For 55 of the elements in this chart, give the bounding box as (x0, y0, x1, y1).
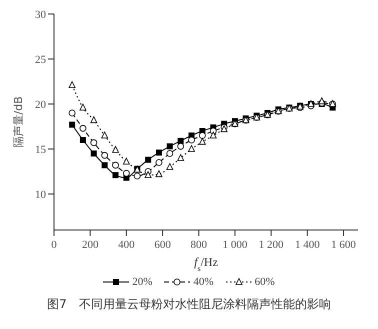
point (90, 116, 98, 124)
point (68, 110, 76, 116)
point (134, 172, 141, 180)
point (210, 132, 217, 138)
point (102, 162, 108, 168)
point (166, 143, 173, 150)
x-tick-label: 1 000 (222, 239, 248, 251)
point (177, 142, 184, 150)
y-tick-label: 15 (35, 144, 46, 156)
point (68, 81, 76, 88)
x-tick-label: 800 (190, 239, 208, 251)
point (178, 138, 184, 144)
point (122, 170, 130, 177)
point (112, 146, 119, 153)
x-tick-label: 1 400 (294, 239, 320, 251)
point (80, 104, 86, 110)
x-tick-label: 1 200 (258, 239, 284, 251)
y-tick-label: 20 (35, 98, 46, 111)
point (80, 137, 86, 143)
point (101, 152, 108, 159)
point (198, 132, 206, 139)
y-tick-label: 30 (35, 8, 46, 21)
point (188, 145, 195, 152)
y-axis-title: 隔声量/dB (12, 96, 25, 148)
point (90, 139, 98, 146)
point (69, 122, 76, 128)
point (198, 138, 206, 145)
point (156, 150, 162, 156)
point (80, 124, 86, 132)
x-tick-label: 1 600 (331, 239, 356, 251)
point (112, 162, 119, 169)
point (144, 171, 152, 178)
caption: 图7 不同用量云母粉对水性阻尼涂料隔声性能的影响 (46, 296, 332, 313)
y-tick-label: 25 (35, 54, 46, 66)
x-tick-label: 0 (51, 239, 58, 251)
point (166, 163, 174, 170)
legend-label: 20% (132, 276, 152, 288)
point (122, 158, 130, 164)
x-tick-label: 400 (118, 239, 136, 251)
point (156, 159, 162, 166)
point (145, 156, 152, 163)
point (318, 97, 326, 104)
point (166, 150, 174, 157)
point (188, 136, 195, 144)
point (177, 154, 184, 161)
x-tick-label: 600 (154, 239, 172, 251)
point (156, 170, 162, 178)
x-axis-title: f$_{s}$/Hz (194, 255, 218, 272)
point (112, 172, 119, 178)
y-tick-label: 10 (35, 188, 46, 201)
point (101, 132, 108, 138)
legend-label: 40% (193, 276, 214, 288)
point (90, 150, 97, 156)
x-tick-label: 200 (82, 239, 99, 251)
legend-label: 60% (254, 276, 275, 288)
